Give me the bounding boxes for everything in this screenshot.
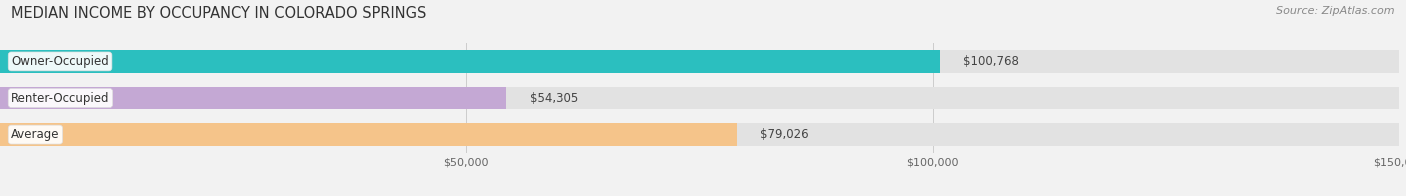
Bar <box>0 50 939 73</box>
Text: Owner-Occupied: Owner-Occupied <box>11 55 108 68</box>
Bar <box>0 123 1399 146</box>
Bar <box>0 87 1399 109</box>
Text: Average: Average <box>11 128 59 141</box>
Text: MEDIAN INCOME BY OCCUPANCY IN COLORADO SPRINGS: MEDIAN INCOME BY OCCUPANCY IN COLORADO S… <box>11 6 426 21</box>
Text: Source: ZipAtlas.com: Source: ZipAtlas.com <box>1277 6 1395 16</box>
Text: $79,026: $79,026 <box>761 128 808 141</box>
Bar <box>0 87 506 109</box>
Text: $100,768: $100,768 <box>963 55 1019 68</box>
Bar <box>0 50 1399 73</box>
Text: $54,305: $54,305 <box>530 92 578 104</box>
Text: Renter-Occupied: Renter-Occupied <box>11 92 110 104</box>
Bar <box>0 123 737 146</box>
